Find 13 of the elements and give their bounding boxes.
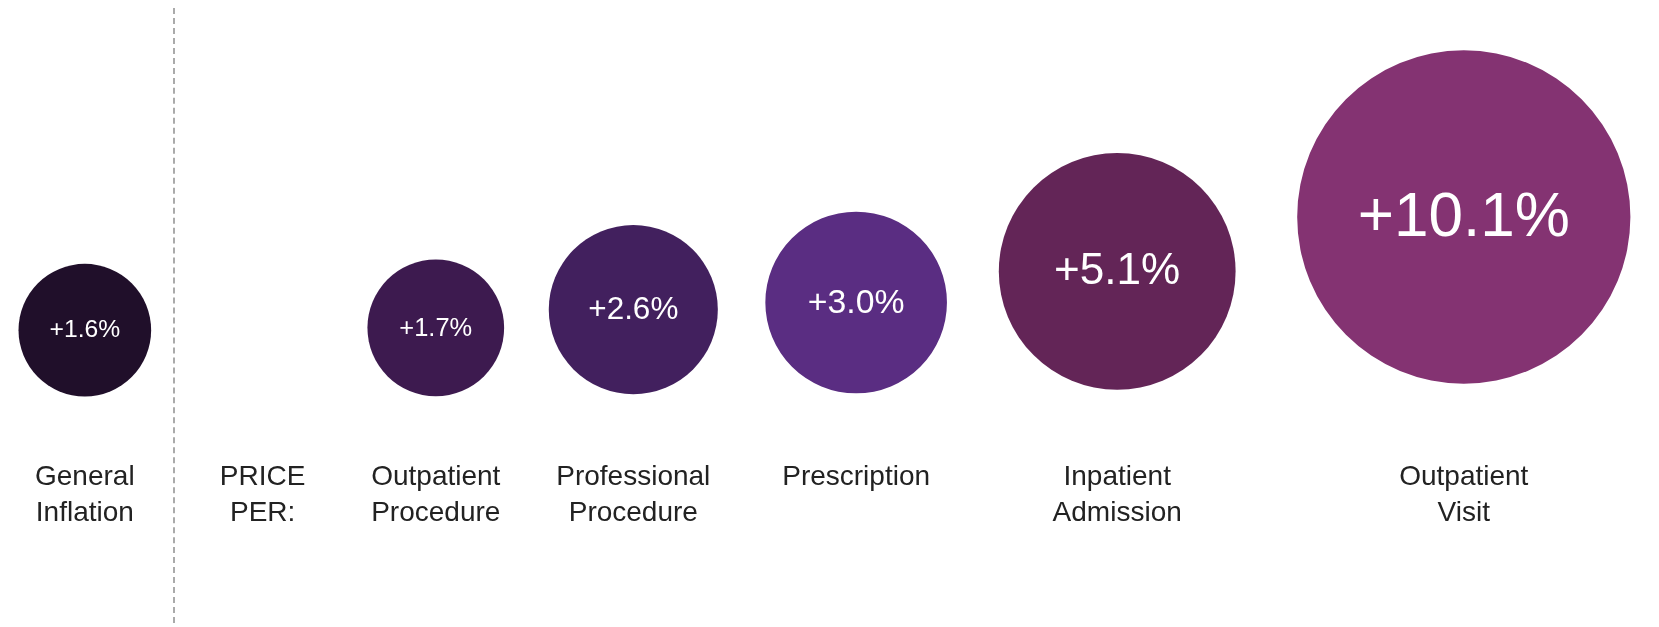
data-label: +5.1%	[1054, 244, 1181, 294]
category-label: Prescription	[782, 460, 931, 491]
data-label: +10.1%	[1357, 180, 1570, 249]
data-label: +3.0%	[807, 281, 905, 320]
category-label: General Inflation	[35, 460, 135, 527]
category-label: Outpatient Visit	[1399, 460, 1529, 527]
data-label: +1.7%	[399, 312, 473, 341]
data-label: +1.6%	[49, 315, 121, 343]
text: PRICE PER:	[219, 460, 306, 527]
category-label: Inpatient Admission	[1052, 460, 1182, 527]
category-label: Professional Procedure	[556, 460, 711, 527]
category-label: Outpatient Procedure	[371, 460, 501, 527]
data-label: +2.6%	[588, 290, 679, 326]
